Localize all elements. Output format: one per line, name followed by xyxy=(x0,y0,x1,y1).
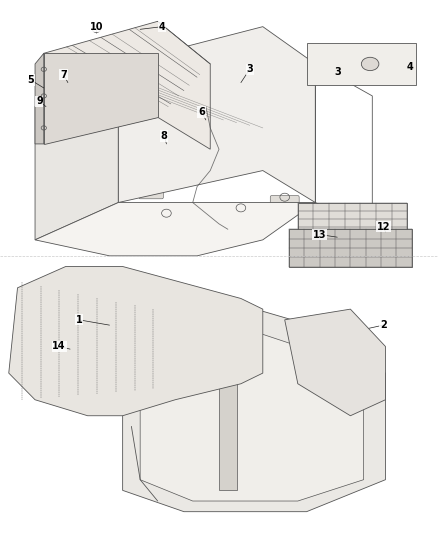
Ellipse shape xyxy=(361,57,379,70)
Text: 5: 5 xyxy=(27,75,34,85)
Text: 10: 10 xyxy=(90,22,103,31)
Text: 9: 9 xyxy=(36,96,43,106)
FancyBboxPatch shape xyxy=(95,318,141,353)
Polygon shape xyxy=(35,64,118,240)
Polygon shape xyxy=(35,53,44,144)
Text: 6: 6 xyxy=(198,107,205,117)
Text: 3: 3 xyxy=(334,67,341,77)
Polygon shape xyxy=(118,27,315,203)
Polygon shape xyxy=(289,229,412,266)
FancyBboxPatch shape xyxy=(270,196,299,215)
Text: 13: 13 xyxy=(313,230,326,239)
Text: 14: 14 xyxy=(53,342,66,351)
Polygon shape xyxy=(35,203,315,256)
Text: 4: 4 xyxy=(406,62,413,71)
Polygon shape xyxy=(307,43,416,85)
Text: 1: 1 xyxy=(75,315,82,325)
FancyBboxPatch shape xyxy=(152,318,190,348)
Polygon shape xyxy=(9,266,263,416)
FancyBboxPatch shape xyxy=(218,205,251,225)
Polygon shape xyxy=(44,21,210,149)
Polygon shape xyxy=(123,298,385,512)
Polygon shape xyxy=(285,309,385,416)
FancyBboxPatch shape xyxy=(139,182,163,199)
Polygon shape xyxy=(219,298,237,490)
FancyBboxPatch shape xyxy=(42,297,80,321)
Text: 12: 12 xyxy=(377,222,390,231)
Text: 4: 4 xyxy=(159,22,166,31)
FancyBboxPatch shape xyxy=(152,209,190,231)
FancyBboxPatch shape xyxy=(42,329,89,364)
Text: 8: 8 xyxy=(161,131,168,141)
Text: 2: 2 xyxy=(380,320,387,330)
Polygon shape xyxy=(44,53,158,144)
Polygon shape xyxy=(140,320,364,501)
Text: 3: 3 xyxy=(246,64,253,74)
Polygon shape xyxy=(298,203,407,235)
Text: 7: 7 xyxy=(60,70,67,79)
